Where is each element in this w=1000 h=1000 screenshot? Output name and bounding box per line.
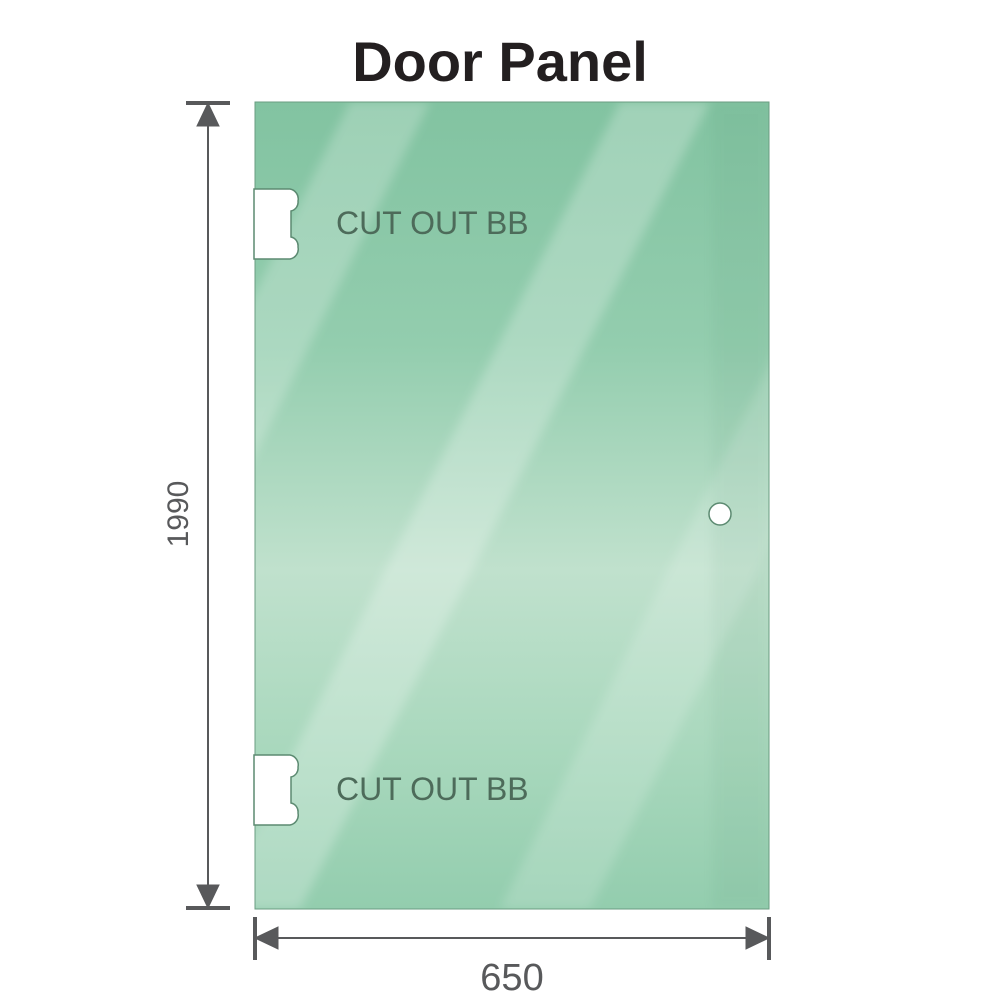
svg-text:CUT OUT BB: CUT OUT BB <box>336 771 529 807</box>
svg-text:CUT OUT BB: CUT OUT BB <box>336 205 529 241</box>
svg-text:1990: 1990 <box>162 481 195 548</box>
svg-text:650: 650 <box>480 957 543 999</box>
